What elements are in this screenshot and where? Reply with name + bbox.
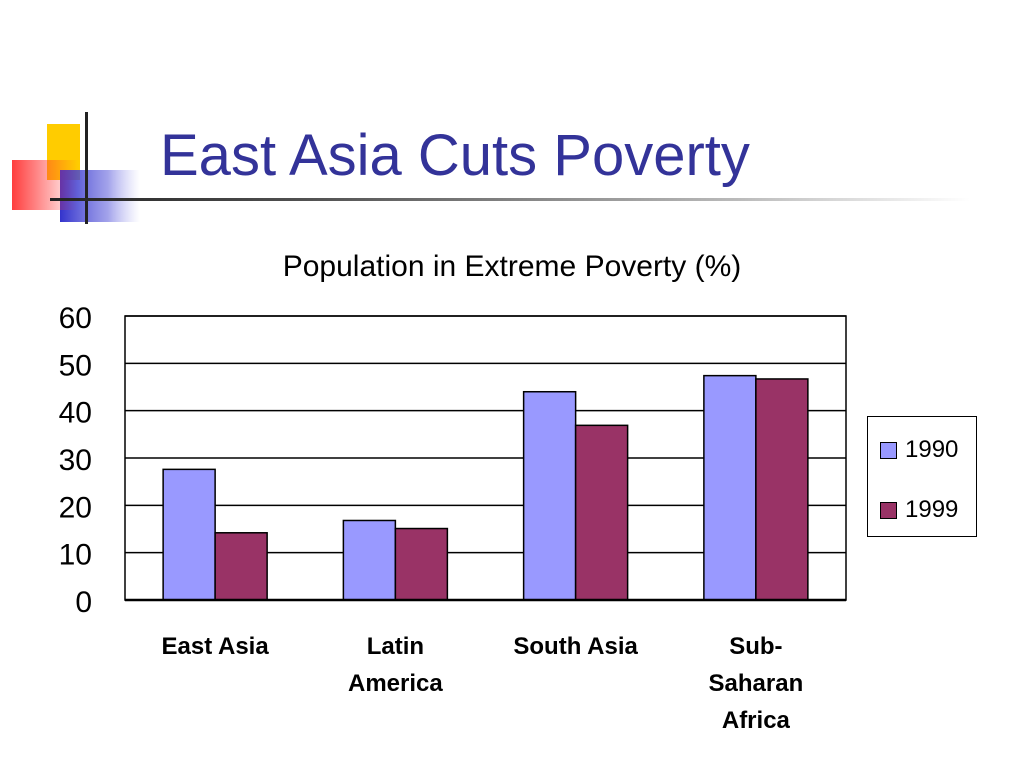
- chart-title: Population in Extreme Poverty (%): [282, 250, 742, 283]
- x-tick-label-4-line-3: Africa: [722, 707, 791, 734]
- legend-swatch-1990: [880, 441, 897, 459]
- y-tick-label-60: 60: [59, 302, 92, 335]
- deco-red-square: [12, 160, 78, 210]
- y-tick-label-0: 0: [75, 586, 92, 619]
- deco-vertical-line: [85, 112, 88, 224]
- y-tick-label-10: 10: [59, 539, 92, 572]
- x-tick-label-1-line-1: East Asia: [162, 633, 270, 660]
- title-underline: [50, 198, 970, 201]
- slide-title: East Asia Cuts Poverty: [160, 123, 750, 188]
- x-tick-label-3-line-1: South Asia: [513, 633, 638, 660]
- legend-label-1990: 1990: [905, 436, 959, 463]
- bar-south-asia-1999: [574, 424, 629, 601]
- y-tick-label-30: 30: [59, 444, 92, 477]
- bar-east-asia-1999: [214, 532, 268, 601]
- y-tick-label-40: 40: [59, 397, 92, 430]
- y-tick-label-50: 50: [59, 349, 92, 382]
- y-tick-label-20: 20: [59, 491, 92, 524]
- legend-item-1990: 1990: [880, 435, 958, 465]
- title-decoration: [12, 112, 140, 224]
- legend-label-1999: 1999: [905, 496, 959, 523]
- x-tick-label-2-line-1: Latin: [367, 633, 424, 660]
- legend-item-1999: 1999: [880, 495, 958, 525]
- chart-legend: 1990 1999: [867, 416, 977, 537]
- bar-south-asia-1990: [522, 390, 577, 601]
- bar-sub-saharan-africa-1990: [703, 374, 757, 601]
- x-tick-label-4-line-1: Sub-: [729, 633, 782, 660]
- legend-swatch-1999: [880, 501, 897, 519]
- bar-latin-america-1999: [394, 527, 449, 601]
- bar-sub-saharan-africa-1999: [755, 378, 809, 601]
- x-tick-label-4-line-2: Saharan: [709, 670, 804, 697]
- bar-east-asia-1990: [162, 468, 216, 601]
- x-tick-label-2-line-2: America: [348, 670, 443, 697]
- bar-latin-america-1990: [342, 519, 397, 601]
